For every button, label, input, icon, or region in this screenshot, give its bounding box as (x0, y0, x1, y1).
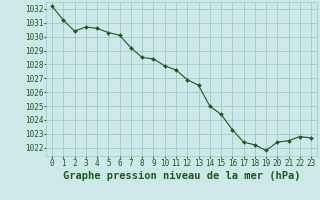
X-axis label: Graphe pression niveau de la mer (hPa): Graphe pression niveau de la mer (hPa) (63, 171, 300, 181)
